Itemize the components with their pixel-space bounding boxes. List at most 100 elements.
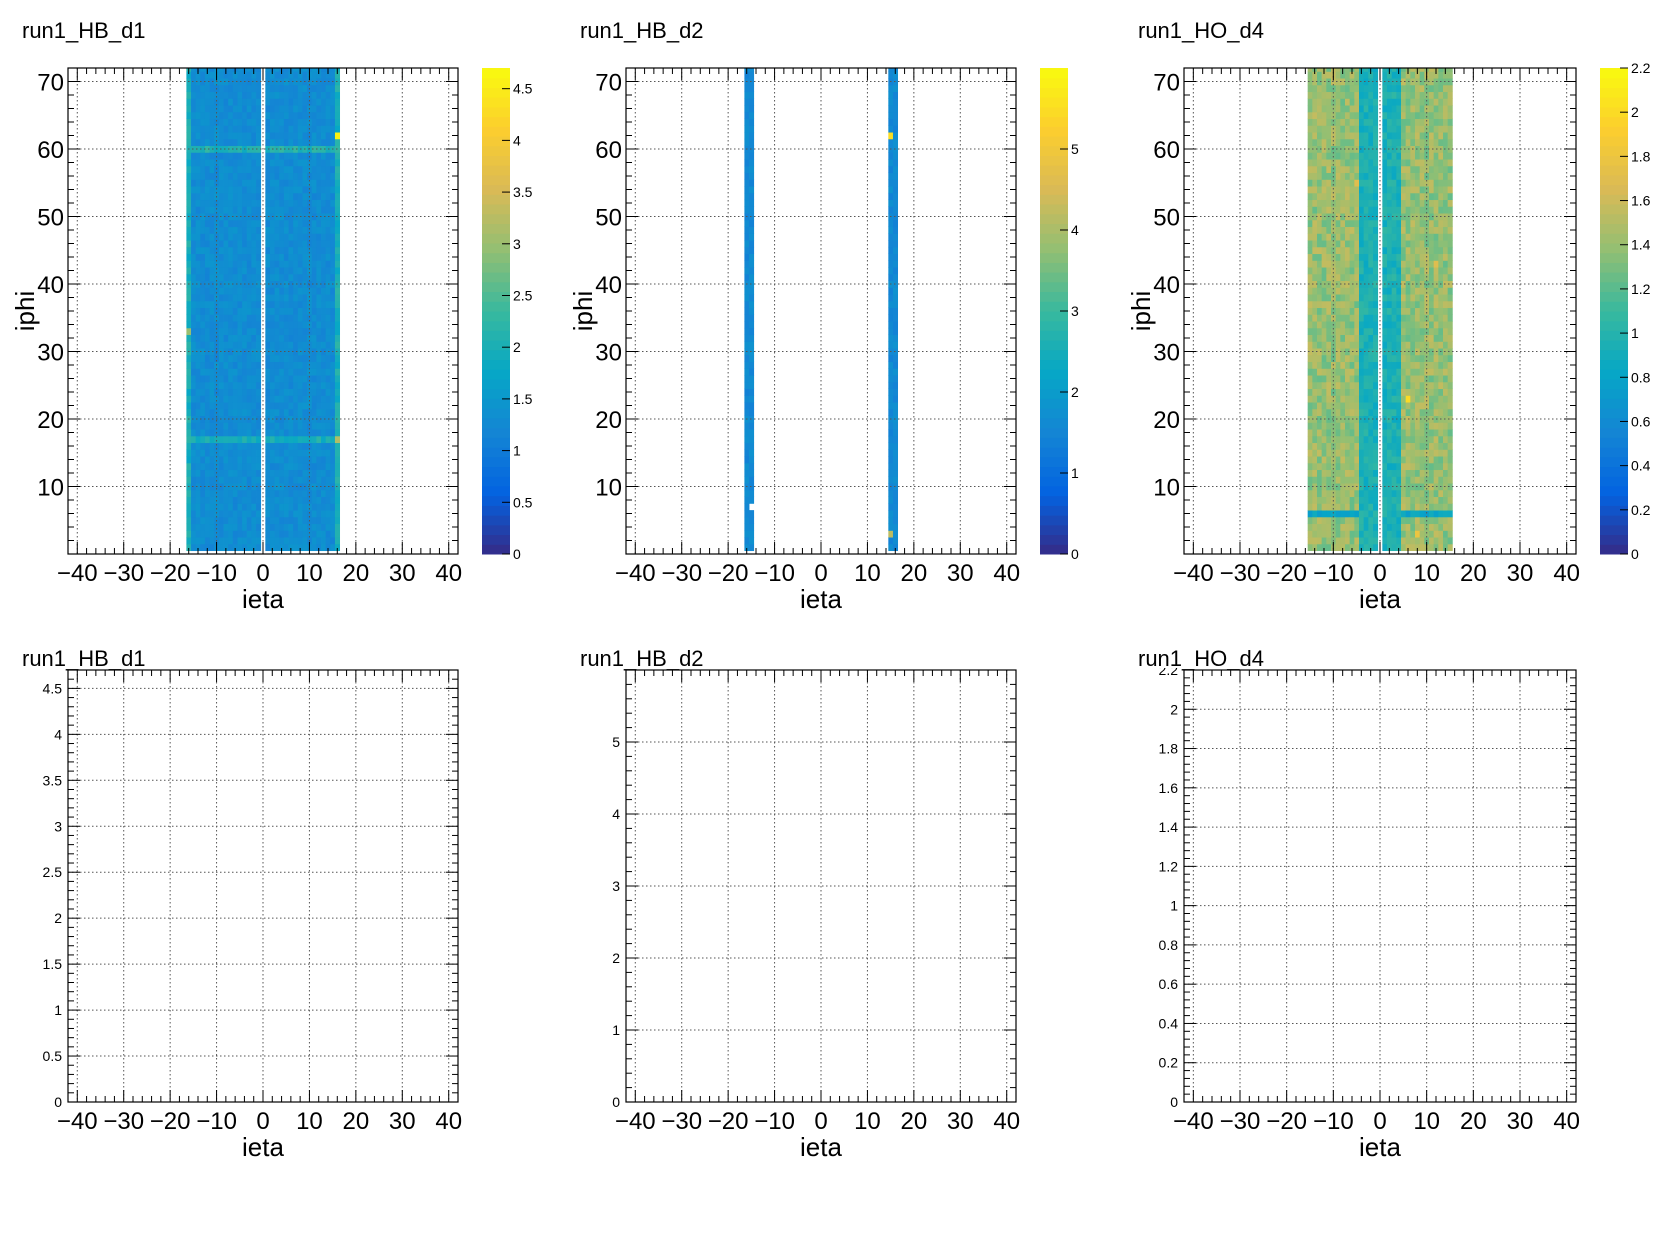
heatmap-cell [246, 273, 252, 282]
heatmap-cell [1312, 483, 1318, 491]
heatmap-cell [1345, 496, 1351, 504]
heatmap-cell [1410, 476, 1416, 484]
heatmap-cell [195, 375, 201, 383]
heatmap-cell [1405, 395, 1411, 403]
heatmap-cell [311, 489, 317, 498]
heatmap-cell [1354, 327, 1360, 336]
heatmap-cell [265, 483, 271, 491]
heatmap-cell [1317, 537, 1323, 545]
heatmap-cell [325, 503, 331, 511]
colorbar-segment [1040, 301, 1068, 312]
heatmap-cell [1373, 192, 1379, 201]
heatmap-cell [223, 530, 229, 538]
heatmap-cell [749, 368, 755, 376]
heatmap-cell [325, 429, 331, 437]
heatmap-cell [191, 165, 197, 174]
heatmap-cell [316, 260, 322, 268]
heatmap-cell [218, 219, 224, 228]
heatmap-cell [1410, 159, 1416, 167]
heatmap-cell [1368, 415, 1374, 423]
heatmap-cell [200, 294, 206, 302]
heatmap-cell [246, 543, 252, 552]
heatmap-cell [1396, 435, 1402, 444]
heatmap-cell [228, 415, 234, 423]
heatmap-cell [1401, 132, 1407, 140]
heatmap-cell [251, 388, 257, 396]
heatmap-cell [1419, 516, 1425, 525]
heatmap-cell [892, 192, 899, 201]
heatmap-cell [246, 111, 252, 120]
heatmap-cell [1373, 78, 1379, 86]
heatmap-cell [1321, 543, 1327, 552]
heatmap-cell [265, 469, 271, 477]
heatmap-cell [1387, 186, 1393, 194]
heatmap-cell [237, 469, 243, 477]
heatmap-cell [1396, 165, 1402, 174]
heatmap-cell [283, 267, 289, 275]
heatmap-cell [1424, 219, 1430, 228]
heatmap-cell [1391, 361, 1397, 369]
heatmap-cell [209, 408, 215, 417]
heatmap-cell [330, 125, 336, 133]
heatmap-cell [1349, 402, 1355, 410]
heatmap-cell [1354, 138, 1360, 147]
heatmap-cell [228, 132, 234, 140]
heatmap-cell [1391, 469, 1397, 477]
heatmap-cell [191, 530, 197, 538]
heatmap-cell [1391, 287, 1397, 295]
heatmap-cell [1391, 179, 1397, 187]
heatmap-cell [892, 165, 899, 174]
heatmap-cell [1312, 429, 1318, 437]
heatmap-cell [200, 91, 206, 99]
heatmap-cell [1359, 233, 1365, 241]
heatmap-cell [1335, 186, 1341, 194]
heatmap-cell [232, 503, 238, 511]
heatmap-cell [218, 516, 224, 525]
colorbar-segment [1040, 524, 1068, 536]
heatmap-cell [330, 449, 336, 457]
heatmap-cell [1335, 402, 1341, 410]
heatmap-cell [1317, 348, 1323, 356]
heatmap-cell [744, 388, 750, 396]
heatmap-cell [251, 159, 257, 167]
heatmap-cell [200, 132, 206, 140]
heatmap-cell [209, 165, 215, 174]
heatmap-cell [1340, 415, 1346, 423]
heatmap-cell [279, 368, 285, 376]
heatmap-cell [1359, 442, 1365, 450]
heatmap-cell [749, 456, 755, 464]
heatmap-cell [1349, 307, 1355, 315]
heatmap-cell [1312, 503, 1318, 511]
heatmap-cell [1307, 327, 1313, 336]
heatmap-cell [256, 476, 262, 484]
heatmap-cell [200, 260, 206, 268]
heatmap-cell [1387, 483, 1393, 491]
heatmap-cell [744, 341, 750, 349]
heatmap-cell [302, 68, 308, 72]
heatmap-cell [204, 476, 211, 484]
heatmap-cell [1401, 68, 1407, 72]
heatmap-cell [1317, 226, 1323, 234]
heatmap-cell [279, 233, 285, 241]
heatmap-cell [279, 456, 285, 464]
heatmap-cell [1410, 429, 1416, 437]
heatmap-cell [1326, 496, 1332, 504]
heatmap-cell [1340, 483, 1346, 491]
heatmap-cell [1307, 98, 1313, 106]
heatmap-cell [316, 287, 322, 295]
heatmap-cell [1349, 442, 1355, 450]
heatmap-cell [1363, 456, 1369, 464]
heatmap-cell [316, 503, 322, 511]
heatmap-cell [1340, 530, 1346, 538]
colorbar-segment [1040, 223, 1068, 234]
heatmap-cell [1373, 483, 1379, 491]
heatmap-cell [316, 213, 322, 221]
heatmap-cell [1424, 294, 1430, 302]
heatmap-cell [1382, 402, 1388, 410]
heatmap-cell [274, 98, 280, 106]
heatmap-cell [228, 246, 234, 255]
heatmap-cell [237, 429, 243, 437]
heatmap-cell [1359, 341, 1365, 349]
heatmap-cell [237, 159, 243, 167]
heatmap-cell [1363, 476, 1369, 484]
